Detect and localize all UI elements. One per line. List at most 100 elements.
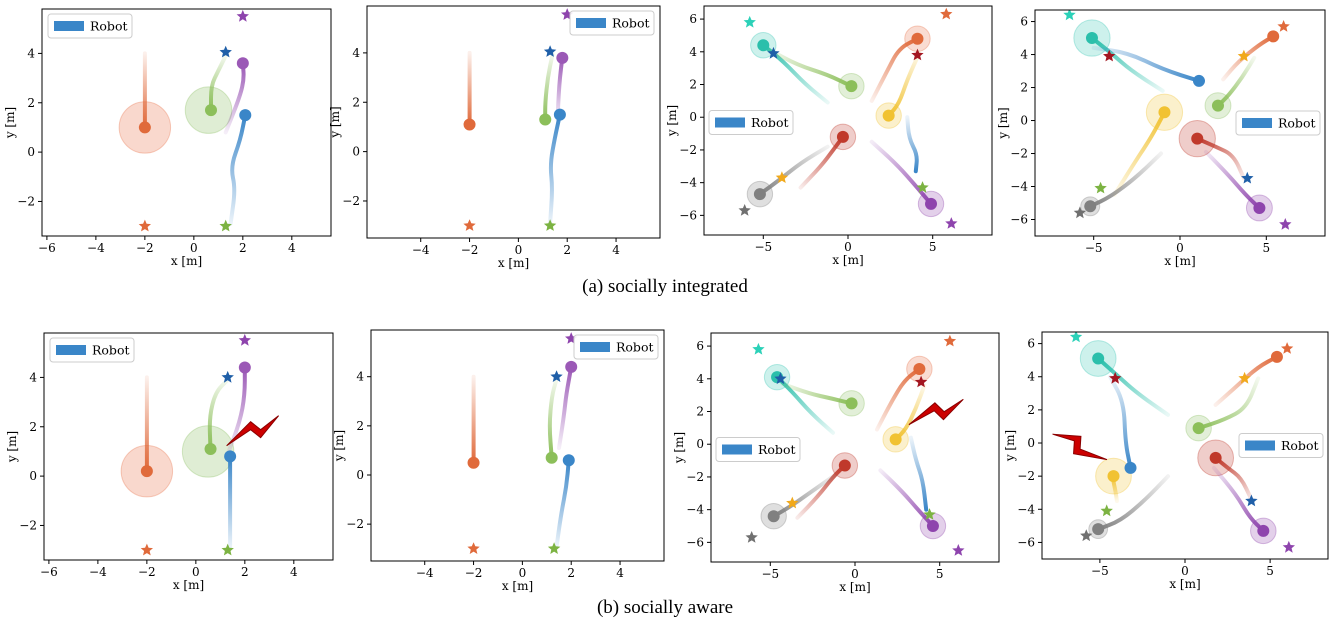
agent-position-marker	[556, 51, 569, 64]
goal-star-marker	[219, 219, 232, 232]
y-tick-label: 4	[1027, 370, 1035, 384]
legend-swatch	[1245, 440, 1275, 451]
trajectory-line	[761, 43, 830, 105]
goal-star-marker	[138, 219, 151, 232]
legend-swatch	[580, 342, 610, 352]
x-tick-label: −2	[136, 241, 154, 255]
legend-swatch	[1242, 118, 1272, 128]
trajectory-line	[757, 144, 830, 197]
agent-position-marker	[463, 118, 476, 131]
y-tick-label: −2	[17, 194, 35, 208]
goal-star-marker	[1277, 20, 1290, 32]
goal-star-marker	[1238, 371, 1251, 384]
y-axis-label: y [m]	[672, 432, 686, 464]
legend: Robot	[49, 337, 135, 363]
legend-box	[47, 13, 133, 39]
goal-star-marker	[914, 375, 928, 388]
y-tick-label: 0	[29, 469, 37, 483]
legend: Robot	[569, 10, 655, 36]
x-tick-label: 0	[192, 565, 200, 579]
legend-box	[49, 337, 135, 363]
trajectory-line	[1221, 34, 1276, 82]
agent-position-marker	[882, 109, 895, 122]
agent-position-marker	[1092, 523, 1105, 536]
x-axis-label: x [m]	[502, 579, 533, 593]
x-tick-label: −4	[89, 565, 107, 579]
y-axis-label: y [m]	[665, 105, 679, 137]
goal-star-marker	[1241, 171, 1254, 184]
x-tick-label: 2	[239, 241, 247, 255]
goal-star-marker	[1281, 342, 1294, 354]
goal-star-marker	[952, 544, 965, 556]
goal-star-marker	[550, 370, 563, 382]
y-tick-label: −6	[679, 208, 697, 222]
y-tick-label: 0	[689, 110, 697, 124]
x-axis-label: x [m]	[173, 578, 204, 592]
agent-position-marker	[757, 39, 770, 52]
y-axis-label: y [m]	[328, 106, 342, 138]
x-axis-label: x [m]	[1164, 254, 1195, 268]
y-tick-label: −6	[1017, 535, 1035, 549]
y-tick-label: 6	[1020, 15, 1028, 29]
agent-position-marker	[1085, 32, 1098, 45]
y-tick-label: 2	[356, 419, 364, 433]
goal-star-marker	[943, 334, 957, 347]
trajectory-line	[554, 458, 571, 549]
legend-label: Robot	[751, 115, 789, 130]
x-tick-label: 0	[519, 566, 527, 580]
chart-a1: −6 −4 −2 0 2 4 −2 0 2 4 x [m] y [m] Robot	[3, 8, 332, 268]
goal-star-marker	[738, 204, 751, 216]
x-tick-label: 0	[1176, 241, 1184, 255]
agent-position-marker	[836, 130, 849, 143]
legend-swatch	[54, 21, 84, 31]
plot-area	[118, 9, 252, 232]
legend-box	[715, 437, 801, 462]
y-tick-label: 0	[696, 437, 704, 451]
y-tick-label: 4	[689, 45, 697, 59]
trajectory-line	[543, 52, 555, 122]
y-tick-label: −4	[1017, 502, 1035, 516]
goal-star-marker	[774, 372, 787, 385]
y-tick-label: 4	[352, 46, 360, 60]
trajectory-line	[878, 468, 935, 528]
trajectory-line	[548, 112, 562, 226]
goal-star-marker	[775, 171, 789, 183]
x-tick-label: −4	[87, 241, 105, 255]
y-axis-label: y [m]	[996, 107, 1010, 139]
agent-position-marker	[545, 451, 558, 464]
trajectory-line	[869, 36, 920, 103]
agent-position-marker	[925, 197, 938, 210]
agent-position-marker	[140, 465, 153, 478]
goal-star-marker	[219, 45, 232, 58]
goal-star-marker	[1245, 494, 1258, 507]
trajectory-line	[1216, 55, 1257, 108]
agent-position-marker	[238, 361, 251, 374]
trajectory-line	[557, 364, 574, 450]
y-tick-label: 2	[29, 420, 37, 434]
agent-position-marker	[1267, 30, 1280, 43]
trajectory-line	[875, 367, 922, 432]
x-tick-label: 4	[290, 565, 298, 579]
goal-star-marker	[1069, 332, 1083, 343]
y-tick-label: 2	[689, 78, 697, 92]
goal-star-marker	[916, 181, 929, 193]
legend: Robot	[715, 437, 801, 462]
y-axis-label: y [m]	[5, 431, 19, 463]
legend-label: Robot	[1278, 116, 1316, 131]
legend: Robot	[1238, 433, 1324, 458]
agent-position-marker	[1192, 74, 1205, 87]
agent-position-marker	[224, 450, 237, 463]
agent-position-marker	[204, 442, 217, 455]
plot-area	[463, 8, 574, 231]
goal-star-marker	[1063, 10, 1076, 21]
x-axis-label: x [m]	[832, 253, 863, 267]
agent-position-marker	[926, 520, 939, 533]
x-tick-label: 4	[288, 241, 296, 255]
goal-star-marker	[767, 46, 780, 59]
x-tick-label: −2	[465, 566, 483, 580]
goal-star-marker	[1282, 540, 1295, 553]
y-tick-label: 4	[356, 370, 364, 384]
chart-b2: −4 −2 0 2 4 −2 0 2 4 x [m] y [m] Robot	[332, 329, 665, 593]
agent-position-marker	[753, 188, 766, 201]
trajectory-line	[1203, 149, 1262, 210]
